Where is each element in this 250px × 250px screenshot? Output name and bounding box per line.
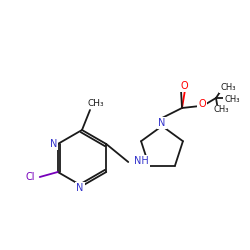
Text: CH₃: CH₃ bbox=[220, 84, 236, 92]
Text: N: N bbox=[50, 139, 58, 149]
Text: CH₃: CH₃ bbox=[88, 100, 104, 108]
Text: CH₃: CH₃ bbox=[213, 106, 229, 114]
Text: NH: NH bbox=[134, 156, 149, 166]
Text: O: O bbox=[180, 81, 188, 91]
Text: N: N bbox=[76, 183, 84, 193]
Text: Cl: Cl bbox=[25, 172, 34, 182]
Text: O: O bbox=[198, 99, 206, 109]
Text: CH₃: CH₃ bbox=[224, 96, 240, 104]
Text: N: N bbox=[158, 118, 166, 128]
